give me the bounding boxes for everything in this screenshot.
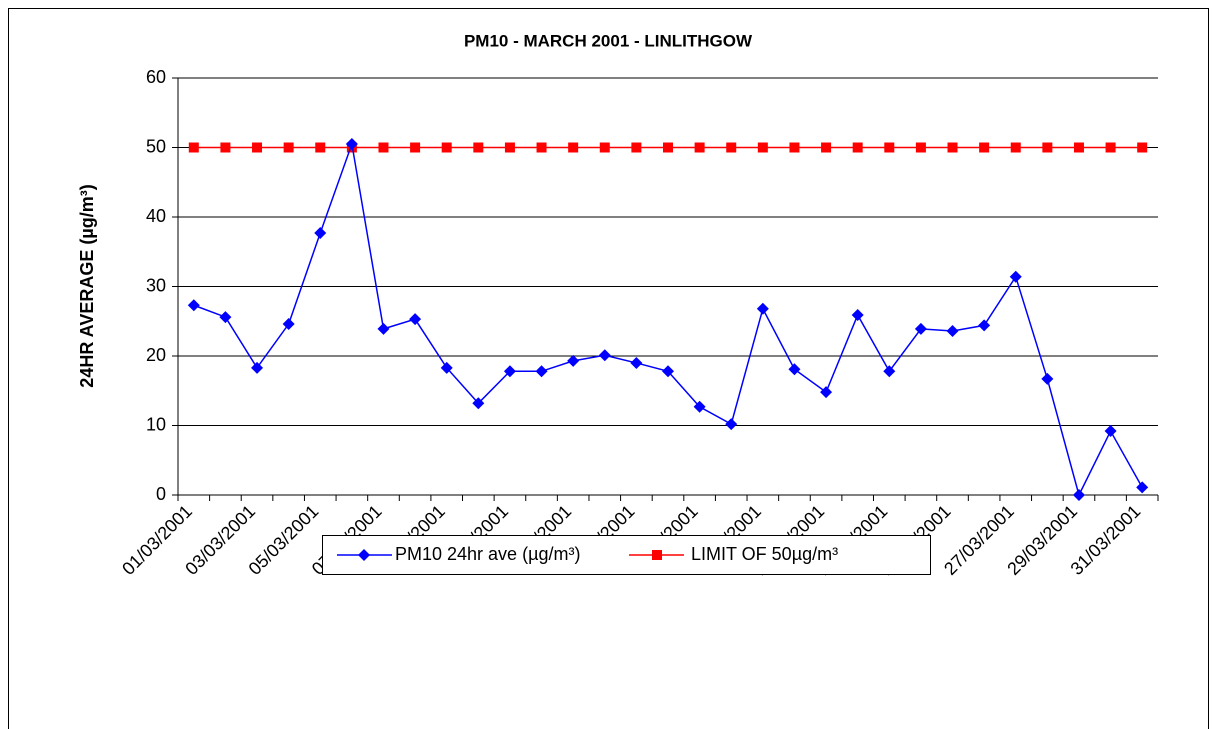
data-point — [599, 142, 610, 153]
y-tick-label: 20 — [146, 345, 166, 365]
data-point — [378, 142, 389, 153]
data-point — [946, 324, 959, 337]
data-point — [947, 142, 958, 153]
data-point — [726, 142, 737, 153]
chart-title: PM10 - MARCH 2001 - LINLITHGOW — [464, 31, 753, 50]
data-point — [410, 142, 421, 153]
data-point — [1105, 142, 1116, 153]
data-point — [1010, 142, 1021, 153]
data-point — [631, 142, 642, 153]
y-tick-label: 50 — [146, 136, 166, 156]
data-point — [473, 142, 484, 153]
data-point — [219, 311, 232, 324]
legend-label: LIMIT OF 50µg/m³ — [691, 544, 838, 564]
data-point — [503, 365, 516, 378]
data-point — [789, 142, 800, 153]
data-point — [884, 142, 895, 153]
data-point — [663, 142, 673, 153]
data-point — [979, 142, 990, 153]
y-tick-label: 0 — [156, 484, 166, 504]
data-point — [852, 142, 863, 153]
y-tick-label: 30 — [146, 275, 166, 295]
data-point — [504, 142, 515, 153]
y-tick-label: 10 — [146, 414, 166, 434]
legend-marker — [652, 550, 662, 560]
data-point — [757, 142, 768, 153]
data-point — [409, 313, 422, 326]
legend-label: PM10 24hr ave (µg/m³) — [395, 544, 580, 564]
chart-border — [8, 8, 1209, 729]
data-point — [851, 308, 864, 321]
y-axis-label: 24HR AVERAGE (µg/m³) — [77, 184, 97, 387]
data-point — [914, 322, 927, 335]
data-point — [1073, 142, 1084, 153]
data-point — [345, 138, 358, 151]
legend-marker — [358, 549, 370, 561]
data-point — [251, 361, 264, 374]
data-point — [1042, 142, 1053, 153]
data-point — [915, 142, 926, 153]
data-point — [883, 365, 896, 378]
data-point — [598, 349, 611, 362]
data-point — [536, 142, 547, 153]
data-point — [283, 142, 294, 153]
data-point — [1104, 425, 1117, 438]
data-point — [282, 318, 295, 331]
data-point — [1009, 270, 1022, 283]
data-point — [568, 142, 579, 153]
data-point — [252, 142, 263, 153]
data-point — [820, 386, 833, 399]
data-point — [535, 365, 548, 378]
data-point — [788, 363, 801, 376]
data-point — [1041, 372, 1054, 385]
data-point — [1072, 489, 1085, 501]
data-point — [1136, 481, 1149, 494]
data-point — [187, 299, 200, 312]
data-point — [725, 418, 738, 431]
data-point — [693, 400, 706, 413]
data-point — [630, 356, 643, 369]
data-point — [567, 354, 580, 367]
legend-box — [322, 535, 931, 575]
data-point — [441, 142, 452, 153]
data-point — [978, 319, 991, 332]
data-point — [315, 142, 326, 153]
y-tick-label: 60 — [146, 67, 166, 87]
data-point — [472, 397, 485, 410]
data-point — [188, 142, 199, 153]
data-point — [377, 322, 390, 335]
data-point — [662, 365, 674, 378]
data-point — [1137, 142, 1148, 153]
data-point — [821, 142, 832, 153]
data-point — [440, 361, 453, 374]
data-point — [756, 302, 769, 315]
y-tick-label: 40 — [146, 206, 166, 226]
data-point — [314, 226, 327, 239]
data-point — [220, 142, 231, 153]
data-point — [694, 142, 705, 153]
